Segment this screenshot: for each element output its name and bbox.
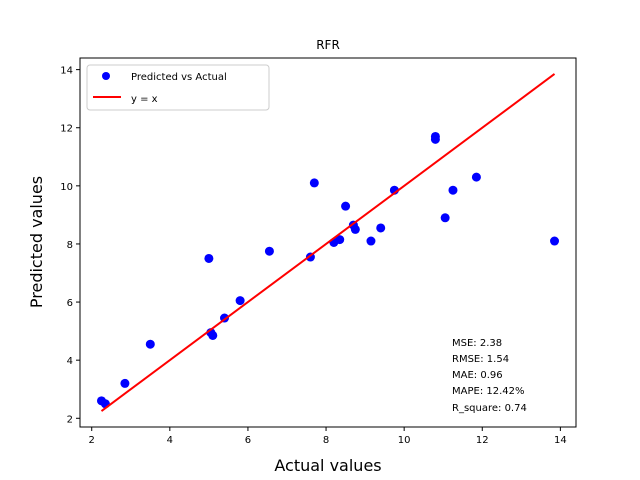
metric-mse: MSE: 2.38 — [452, 338, 502, 349]
chart-title: RFR — [316, 38, 340, 52]
x-tick-label: 14 — [554, 435, 567, 446]
x-tick-label: 10 — [398, 435, 411, 446]
y-tick-label: 8 — [67, 240, 73, 251]
data-point — [309, 178, 319, 188]
y-axis-label: Predicted values — [27, 176, 46, 308]
x-tick-label: 8 — [323, 435, 329, 446]
data-point — [335, 235, 345, 245]
legend-label-scatter: Predicted vs Actual — [131, 72, 227, 83]
axes-frame — [79, 57, 577, 428]
x-tick-label: 2 — [89, 435, 95, 446]
x-tick-label: 12 — [476, 435, 489, 446]
data-point — [430, 134, 440, 144]
x-axis-label: Actual values — [274, 456, 381, 475]
y-tick-label: 10 — [60, 182, 73, 193]
data-point — [366, 236, 376, 246]
data-point — [440, 213, 450, 223]
data-point — [120, 378, 130, 388]
metrics-annotation: MSE: 2.38 RMSE: 1.54 MAE: 0.96 MAPE: 12.… — [452, 338, 527, 414]
legend-marker-scatter — [102, 72, 110, 80]
metric-mape: MAPE: 12.42% — [452, 386, 525, 397]
data-point — [471, 172, 481, 182]
data-point — [350, 224, 360, 234]
x-tick-label: 6 — [245, 435, 251, 446]
y-tick-label: 2 — [67, 414, 73, 425]
y-tick-label: 4 — [67, 356, 73, 367]
data-point — [376, 223, 386, 233]
metric-rmse: RMSE: 1.54 — [452, 354, 509, 365]
legend-label-line: y = x — [131, 94, 158, 105]
data-point — [235, 296, 245, 306]
data-point — [204, 253, 214, 263]
x-axis-ticks: 2 4 6 8 10 12 14 — [89, 427, 567, 446]
data-point — [448, 185, 458, 195]
data-point — [208, 330, 218, 340]
legend: Predicted vs Actual y = x — [86, 64, 270, 111]
data-point — [341, 201, 351, 211]
data-point — [550, 236, 560, 246]
y-tick-label: 6 — [67, 298, 73, 309]
metric-r-square: R_square: 0.74 — [452, 403, 527, 414]
y-tick-label: 14 — [60, 66, 73, 77]
x-tick-label: 4 — [167, 435, 173, 446]
identity-line — [100, 73, 556, 412]
y-axis-ticks: 2 4 6 8 10 12 14 — [60, 66, 80, 425]
legend-box — [86, 64, 270, 111]
y-tick-label: 12 — [60, 124, 73, 135]
data-point — [145, 339, 155, 349]
data-point — [264, 246, 274, 256]
plot-area — [96, 73, 560, 412]
metric-mae: MAE: 0.96 — [452, 370, 503, 381]
